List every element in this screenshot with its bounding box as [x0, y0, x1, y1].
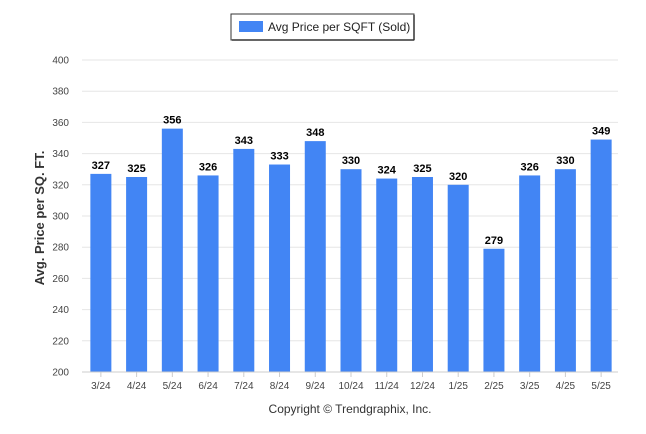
- copyright-text: Copyright © Trendgraphix, Inc.: [269, 402, 432, 416]
- y-tick-label: 280: [52, 243, 69, 254]
- x-tick-label: 7/24: [234, 381, 254, 392]
- bar-1-25: [447, 184, 469, 372]
- x-tick-label: 5/25: [591, 381, 611, 392]
- legend-label: Avg Price per SQFT (Sold): [268, 20, 410, 34]
- bar-3-24: [90, 173, 112, 372]
- x-tick-label: 4/25: [556, 381, 576, 392]
- y-tick-label: 200: [52, 368, 69, 379]
- x-tick-label: 2/25: [484, 381, 504, 392]
- x-axis-ticks: 3/24 4/24 5/24 6/24 7/24 8/24 9/24 10/24 11/24 12…: [91, 372, 611, 392]
- bar-6-24: [197, 175, 219, 372]
- x-tick-label: 9/24: [306, 381, 326, 392]
- bar-value-label: 330: [342, 155, 360, 167]
- bar-7-24: [233, 148, 255, 372]
- bar-3-25: [519, 175, 541, 372]
- x-tick-label: 5/24: [163, 381, 183, 392]
- bars: [90, 128, 612, 372]
- y-tick-label: 220: [52, 336, 69, 347]
- bar-value-label: 327: [92, 160, 110, 172]
- bar-4-24: [126, 177, 148, 372]
- bar-value-label: 325: [127, 163, 145, 175]
- bar-4-25: [554, 169, 576, 372]
- bar-value-label: 348: [306, 127, 324, 139]
- bar-value-label: 356: [163, 115, 181, 127]
- bar-2-25: [483, 248, 505, 372]
- x-tick-label: 1/25: [448, 381, 468, 392]
- x-tick-label: 10/24: [338, 381, 363, 392]
- bar-value-label: 343: [235, 135, 253, 147]
- bar-value-label: 325: [413, 163, 431, 175]
- y-tick-label: 260: [52, 274, 69, 285]
- bar-12-24: [411, 177, 433, 372]
- y-tick-label: 400: [52, 56, 69, 67]
- bar-11-24: [376, 178, 398, 372]
- y-tick-label: 300: [52, 212, 69, 223]
- legend-swatch: [239, 21, 263, 32]
- bar-value-label: 333: [270, 151, 288, 163]
- bar-10-24: [340, 169, 362, 372]
- legend: Avg Price per SQFT (Sold): [230, 13, 415, 41]
- x-tick-label: 4/24: [127, 381, 147, 392]
- bar-value-label: 326: [199, 161, 217, 173]
- y-tick-label: 240: [52, 305, 69, 316]
- y-tick-label: 320: [52, 180, 69, 191]
- x-tick-label: 12/24: [410, 381, 435, 392]
- bar-data-labels: 327 325 356 326 343 333 348 330 324 325 320 279 326 3…: [92, 115, 611, 247]
- x-tick-label: 6/24: [198, 381, 218, 392]
- y-axis-title: Avg. Price per SQ. FT.: [32, 151, 47, 286]
- x-tick-label: 11/24: [375, 381, 400, 392]
- bar-5-24: [161, 128, 183, 372]
- y-tick-label: 360: [52, 118, 69, 129]
- x-tick-label: 3/24: [91, 381, 111, 392]
- y-axis-ticks: 200 220 240 260 280 300 320 340 360 380 400: [52, 56, 69, 379]
- x-tick-label: 8/24: [270, 381, 290, 392]
- bar-value-label: 330: [556, 155, 574, 167]
- bar-value-label: 279: [485, 235, 503, 247]
- bar-8-24: [269, 164, 291, 372]
- bar-9-24: [304, 141, 326, 372]
- y-tick-label: 340: [52, 149, 69, 160]
- bar-value-label: 324: [378, 165, 397, 177]
- y-tick-label: 380: [52, 87, 69, 98]
- bar-value-label: 320: [449, 171, 467, 183]
- bar-5-25: [590, 139, 612, 372]
- x-tick-label: 3/25: [520, 381, 540, 392]
- bar-value-label: 349: [592, 126, 610, 138]
- bar-value-label: 326: [520, 161, 538, 173]
